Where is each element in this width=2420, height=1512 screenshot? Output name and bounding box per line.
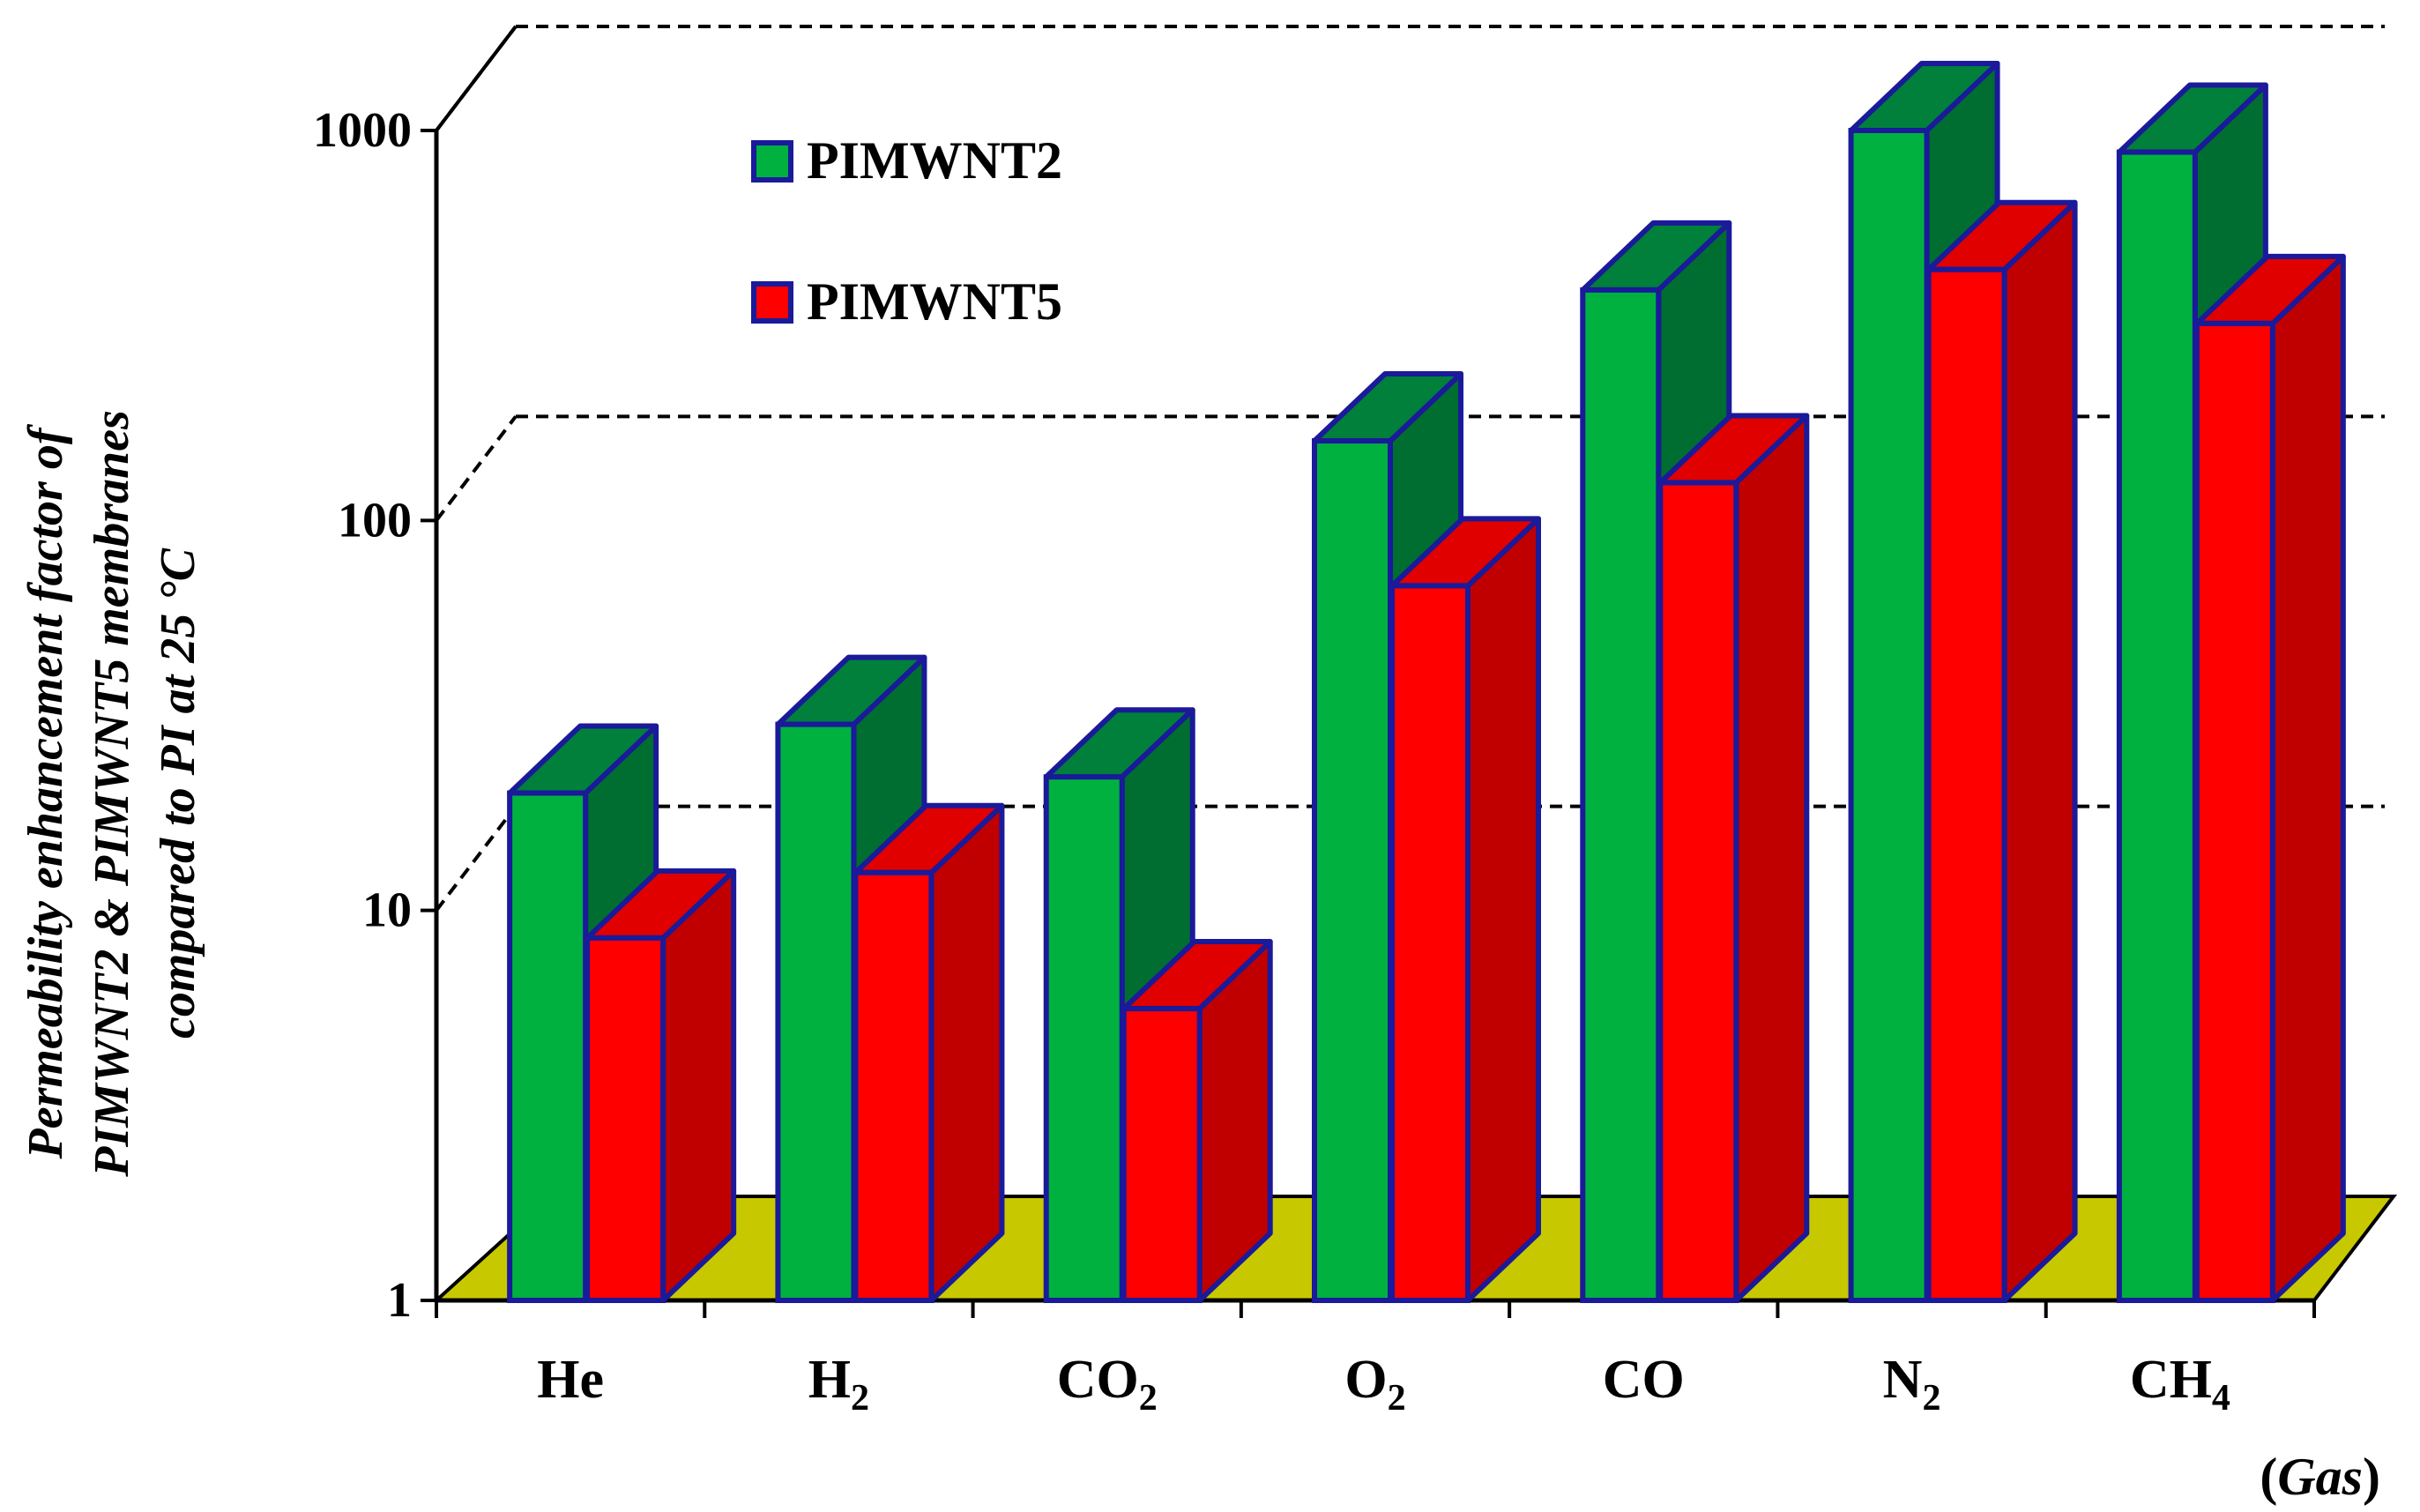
bars	[507, 61, 2346, 1304]
x-axis-label-open: (	[2260, 1448, 2277, 1506]
gridline-diagonal	[435, 415, 518, 522]
y-tick-label: 100	[338, 493, 412, 547]
x-tick-label-he: He	[537, 1350, 604, 1410]
y-axis-label-line-1: Permeability enhancement factor of	[19, 423, 73, 1159]
bar-front	[775, 721, 857, 1303]
x-tick-label-base: H	[808, 1350, 851, 1410]
bar-front	[2193, 320, 2275, 1303]
bar-front	[507, 790, 589, 1303]
x-tick-label-ch4: CH4	[2130, 1350, 2230, 1419]
y-tick-label: 1	[387, 1273, 412, 1328]
bar-side	[1733, 413, 1810, 1303]
bar-front	[1121, 1006, 1203, 1304]
x-axis-label-word: Gas	[2277, 1448, 2363, 1506]
x-tick-label-subscript: 2	[1139, 1378, 1158, 1419]
x-tick-label-base: CH	[2130, 1350, 2212, 1410]
x-tick-label-subscript: 2	[1388, 1378, 1406, 1419]
x-tick-label-co2: CO2	[1057, 1350, 1158, 1419]
x-tick-label-n2: N2	[1883, 1350, 1941, 1419]
x-tick-label-subscript: 2	[851, 1378, 869, 1419]
bar-front	[2116, 149, 2198, 1304]
y-axis-label-line-2: PIMWNT2 & PIMWNT5 membranes	[85, 410, 139, 1178]
x-tick-label-co: CO	[1603, 1350, 1685, 1410]
bar-pimwnt5-co	[1657, 413, 1810, 1303]
y-tick-label: 1000	[313, 103, 412, 158]
bar-side	[660, 868, 737, 1303]
bar-front	[1925, 266, 2007, 1303]
legend: PIMWNT2 PIMWNT5	[751, 131, 1062, 331]
legend-label-pimwnt5: PIMWNT5	[807, 272, 1062, 331]
x-tick-label-subscript: 4	[2212, 1378, 2230, 1419]
bar-pimwnt5-o2	[1389, 516, 1541, 1303]
bar-pimwnt5-he	[585, 868, 737, 1304]
bar-side	[2001, 199, 2078, 1303]
x-tick-label-base: CO	[1603, 1350, 1685, 1410]
bar-side	[1465, 516, 1541, 1303]
bar-front	[853, 869, 934, 1303]
bar-pimwnt5-co2	[1121, 939, 1273, 1304]
y-axis-label: Permeability enhancement factor of PIMWN…	[19, 410, 205, 1178]
legend-swatch-pimwnt5	[751, 281, 793, 324]
x-category-labels: He H2 CO2 O2 CO N2 CH4	[537, 1350, 2230, 1419]
x-tick-label-base: O	[1344, 1350, 1387, 1410]
x-axis-label-close: )	[2363, 1448, 2380, 1506]
x-tick-label-base: CO	[1057, 1350, 1139, 1410]
bar-side	[928, 802, 1005, 1303]
y-tick-labels: 1 10 100 1000	[313, 103, 412, 1328]
gridline-diagonal	[435, 805, 518, 912]
y-tick-label: 10	[362, 883, 412, 938]
bar-front	[1848, 128, 1930, 1303]
x-axis-label: (Gas)	[2260, 1448, 2380, 1506]
bar-pimwnt5-n2	[1925, 199, 2078, 1303]
x-tick-label-base: N	[1883, 1350, 1923, 1410]
x-tick-label-base: He	[537, 1350, 604, 1410]
x-tick-label-h2: H2	[808, 1350, 869, 1419]
bar-front	[1043, 774, 1125, 1303]
x-tick-label-subscript: 2	[1922, 1378, 1940, 1419]
bar-front	[1580, 287, 1662, 1303]
y-axis-label-line-3: compared to PI at 25 °C	[151, 547, 205, 1039]
bar-front	[585, 935, 666, 1304]
bar-pimwnt5-h2	[853, 802, 1005, 1303]
bar-side	[2269, 253, 2346, 1303]
legend-label-pimwnt2: PIMWNT2	[807, 131, 1062, 190]
y-axis-top-diagonal	[435, 25, 518, 132]
bar-pimwnt5-ch4	[2193, 253, 2346, 1303]
bar-front	[1389, 583, 1471, 1303]
legend-swatch-pimwnt2	[751, 140, 793, 182]
bar-front	[1312, 438, 1393, 1303]
x-tick-label-o2: O2	[1344, 1350, 1405, 1419]
bar-front	[1657, 480, 1739, 1303]
